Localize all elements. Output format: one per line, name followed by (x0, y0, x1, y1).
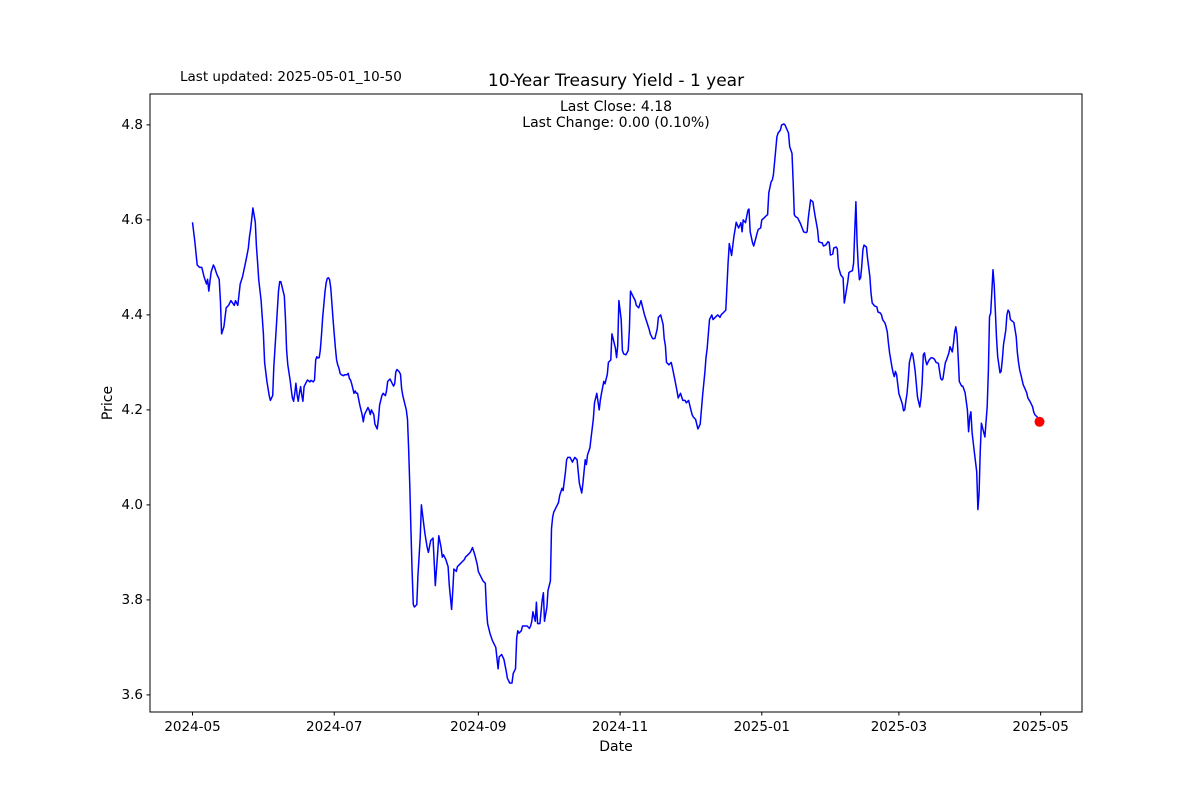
x-tick-label: 2024-09 (450, 719, 507, 735)
last-price-marker-dot (1034, 416, 1045, 427)
x-tick-label: 2025-01 (733, 719, 790, 735)
y-tick-label: 3.8 (121, 591, 143, 608)
x-tick-label: 2024-07 (306, 719, 363, 735)
y-tick-label: 4.4 (121, 306, 143, 323)
y-tick-label: 4.0 (121, 496, 143, 513)
last-updated-annotation: Last updated: 2025-05-01_10-50 (180, 69, 402, 85)
x-tick-label: 2024-05 (164, 719, 221, 735)
x-tick-label: 2025-05 (1012, 719, 1069, 735)
chart-title: 10-Year Treasury Yield - 1 year (487, 71, 745, 91)
y-axis-label: Price (100, 385, 116, 421)
x-tick-label: 2025-03 (870, 719, 928, 735)
axes-frame (149, 93, 1083, 713)
y-tick-label: 3.6 (121, 686, 143, 703)
x-tick-label: 2024-11 (591, 719, 649, 735)
last-change-subtitle: Last Change: 0.00 (0.10%) (522, 115, 710, 131)
last-close-subtitle: Last Close: 4.18 (559, 99, 673, 115)
y-tick-label: 4.8 (121, 116, 143, 133)
tick-marks (146, 124, 1042, 716)
x-axis-label: Date (599, 739, 633, 755)
y-tick-label: 4.2 (121, 401, 143, 418)
y-tick-label: 4.6 (121, 211, 143, 228)
price-line-series (191, 123, 1041, 684)
